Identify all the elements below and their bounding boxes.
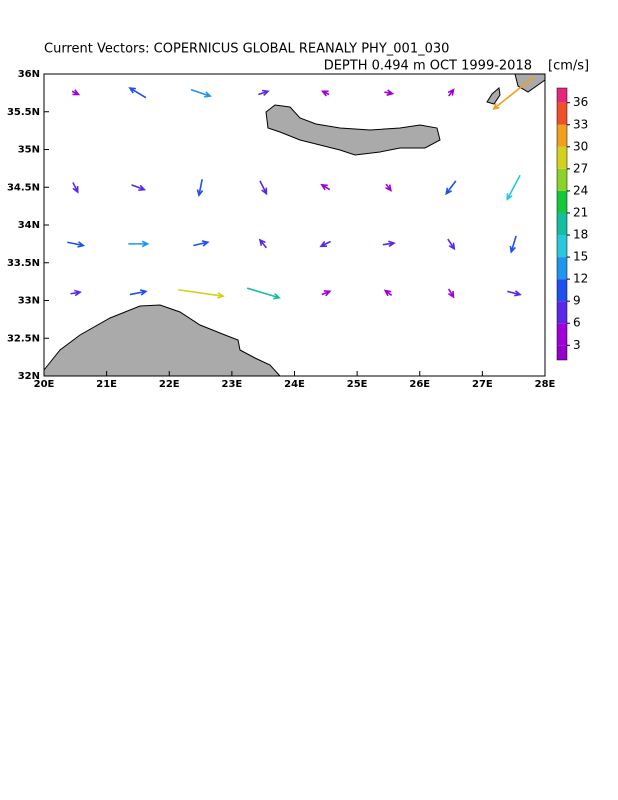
land	[43, 73, 546, 377]
x-tick-label: 20E	[34, 379, 55, 390]
current-vector	[384, 89, 395, 96]
colorbar-label: 9	[573, 294, 581, 308]
unit: [cm/s]	[548, 59, 589, 74]
current-vector	[190, 88, 212, 98]
crete	[265, 104, 441, 156]
subtitle: DEPTH 0.494 m OCT 1999-2018	[324, 59, 532, 74]
current-vector	[492, 76, 535, 111]
colorbar-label: 15	[573, 250, 588, 264]
current-vector	[506, 174, 521, 201]
y-tick-label: 32.5N	[7, 333, 40, 344]
colorbar-frame	[556, 87, 568, 361]
title: Current Vectors: COPERNICUS GLOBAL REANA…	[44, 42, 449, 57]
current-vector	[383, 289, 393, 297]
colorbar-segment	[557, 102, 567, 125]
colorbar-label: 6	[573, 316, 581, 330]
current-vector	[70, 289, 82, 297]
current-vector	[507, 290, 522, 297]
current-vector	[321, 290, 332, 297]
colorbar-label: 18	[573, 228, 588, 242]
x-tick-label: 23E	[222, 379, 243, 390]
current-vector	[382, 240, 396, 248]
current-vector	[128, 240, 150, 248]
current-vector	[259, 180, 268, 196]
colorbar-label: 27	[573, 161, 588, 175]
colorbar-label: 12	[573, 272, 588, 286]
current-vector	[319, 240, 331, 248]
current-vector	[129, 289, 148, 296]
current-vector	[196, 179, 204, 198]
current-vector	[72, 182, 79, 194]
colorbar-label: 24	[573, 183, 588, 197]
colorbar-label: 3	[573, 338, 581, 352]
current-vector	[447, 288, 455, 299]
x-tick-label: 21E	[96, 379, 117, 390]
colorbar-segment	[557, 124, 567, 147]
colorbar-label: 30	[573, 139, 588, 153]
y-tick-label: 34N	[18, 220, 40, 231]
colorbar-label: 21	[573, 205, 588, 219]
colorbar-segment	[557, 212, 567, 236]
x-tick-label: 27E	[472, 379, 493, 390]
x-tick-label: 22E	[159, 379, 180, 390]
colorbar-segment	[557, 345, 567, 360]
colorbar-segment	[557, 88, 567, 103]
current-vector	[71, 89, 81, 96]
current-vector	[447, 238, 456, 251]
colorbar-segment	[557, 235, 567, 258]
rhodes	[486, 87, 501, 105]
y-tick-label: 33N	[18, 296, 40, 307]
current-vector	[320, 183, 331, 191]
current-vector	[67, 241, 86, 248]
current-vector	[509, 235, 517, 254]
colorbar-segment	[557, 190, 567, 213]
x-tick-label: 24E	[284, 379, 305, 390]
colorbar-segment	[557, 279, 567, 302]
colorbar-segment	[557, 301, 567, 324]
x-tick-label: 25E	[347, 379, 368, 390]
colorbar-segment	[557, 323, 567, 346]
colorbar-segment	[557, 146, 567, 169]
y-tick-label: 35.5N	[7, 107, 40, 118]
current-vector	[131, 184, 147, 191]
y-tick-label: 34.5N	[7, 182, 40, 193]
x-tick-label: 28E	[535, 379, 556, 390]
libya-coast	[43, 304, 282, 377]
current-vector	[320, 90, 330, 97]
current-vector	[385, 183, 392, 192]
y-tick-label: 33.5N	[7, 258, 40, 269]
colorbar-label: 33	[573, 117, 588, 131]
x-tick-label: 26E	[409, 379, 430, 390]
y-tick-label: 35N	[18, 145, 40, 156]
current-vector	[447, 88, 455, 97]
current-vector	[445, 180, 457, 196]
current-vector	[258, 89, 270, 97]
current-vector	[178, 288, 225, 299]
colorbar-segment	[557, 257, 567, 280]
current-vector	[193, 240, 210, 247]
current-vector	[258, 238, 268, 249]
colorbar-label: 36	[573, 95, 588, 109]
current-vector	[246, 287, 281, 300]
plot	[67, 76, 535, 300]
y-tick-label: 32N	[18, 371, 40, 382]
colorbar-segment	[557, 168, 567, 191]
current-vector	[128, 87, 147, 99]
y-tick-label: 36N	[18, 69, 40, 80]
